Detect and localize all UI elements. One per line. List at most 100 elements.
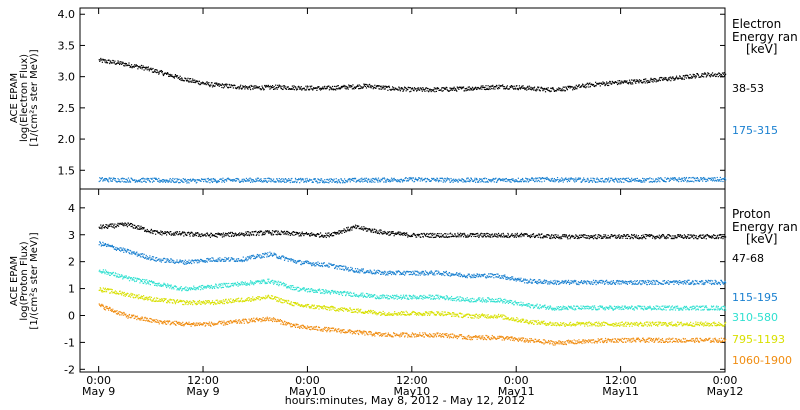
electron-point xyxy=(647,79,649,82)
proton-point xyxy=(209,260,211,262)
electron-point xyxy=(308,88,311,90)
proton-point xyxy=(295,233,297,235)
electron-point xyxy=(514,181,516,183)
proton-point xyxy=(400,232,402,234)
proton-point xyxy=(126,224,128,226)
proton-point xyxy=(421,233,423,235)
proton-point xyxy=(410,235,412,238)
electron-point xyxy=(108,181,110,183)
proton-point xyxy=(173,233,176,235)
electron-point xyxy=(136,65,138,67)
proton-point xyxy=(165,231,167,234)
proton-point xyxy=(377,269,379,271)
proton-point xyxy=(110,225,112,227)
electron-point xyxy=(710,73,713,75)
electron-point xyxy=(472,88,475,91)
electron-point xyxy=(260,88,263,90)
proton-point xyxy=(512,278,514,280)
electron-point xyxy=(615,178,617,180)
proton-point xyxy=(174,262,177,264)
electron-point xyxy=(442,181,444,183)
proton-point xyxy=(688,279,690,281)
proton-point xyxy=(376,230,378,232)
proton-point xyxy=(375,272,377,275)
proton-ytick-label: -2 xyxy=(64,363,75,376)
electron-point xyxy=(244,88,246,90)
electron-point xyxy=(269,180,271,182)
electron-point xyxy=(479,88,481,90)
proton-point xyxy=(542,237,544,239)
electron-point xyxy=(693,75,695,77)
electron-point xyxy=(392,180,394,182)
electron-point xyxy=(365,180,367,182)
proton-point xyxy=(172,261,174,263)
electron-point xyxy=(450,177,452,180)
electron-point xyxy=(262,87,264,89)
electron-point xyxy=(527,178,529,180)
proton-point xyxy=(224,234,226,236)
electron-point xyxy=(565,177,567,179)
electron-point xyxy=(240,84,242,86)
electron-point xyxy=(213,178,215,181)
proton-point xyxy=(409,273,411,276)
proton-point xyxy=(380,273,382,275)
electron-point xyxy=(471,88,473,90)
electron-point xyxy=(277,86,279,89)
proton-point xyxy=(242,234,244,236)
electron-point xyxy=(605,178,608,180)
electron-point xyxy=(385,179,387,182)
proton-point xyxy=(253,255,255,257)
proton-point xyxy=(231,231,233,234)
electron-point xyxy=(638,79,641,81)
proton-point xyxy=(237,233,239,236)
electron-point xyxy=(718,72,720,75)
electron-point xyxy=(287,86,289,88)
electron-point xyxy=(639,80,641,83)
proton-point xyxy=(150,257,152,259)
proton-point xyxy=(396,271,398,273)
electron-point xyxy=(616,181,619,183)
proton-point xyxy=(640,235,643,237)
electron-point xyxy=(468,86,470,88)
proton-point xyxy=(401,234,403,236)
electron-point xyxy=(317,178,319,180)
electron-point xyxy=(248,180,251,182)
proton-point xyxy=(383,232,385,234)
proton-point xyxy=(287,234,289,236)
electron-point xyxy=(716,176,718,179)
electron-point xyxy=(163,73,165,76)
electron-point xyxy=(421,177,423,179)
electron-point xyxy=(618,83,620,85)
electron-point xyxy=(525,177,527,179)
electron-point xyxy=(145,66,147,68)
electron-point xyxy=(567,179,570,181)
electron-point xyxy=(474,177,476,179)
proton-point xyxy=(144,257,146,259)
electron-point xyxy=(197,82,200,84)
electron-point xyxy=(678,177,680,179)
proton-point xyxy=(683,280,685,283)
electron-point xyxy=(417,87,419,89)
proton-point xyxy=(267,231,269,233)
electron-point xyxy=(300,180,302,182)
proton-point xyxy=(184,232,186,234)
electron-point xyxy=(624,80,626,82)
electron-point xyxy=(134,179,136,181)
proton-point xyxy=(139,279,142,281)
electron-point xyxy=(542,90,544,92)
proton-point xyxy=(277,232,279,234)
electron-point xyxy=(587,84,589,86)
proton-point xyxy=(459,272,461,274)
proton-point xyxy=(676,234,679,236)
proton-point xyxy=(512,276,514,278)
proton-point xyxy=(309,235,311,237)
electron-point xyxy=(494,88,496,90)
electron-point xyxy=(134,181,136,183)
proton-point xyxy=(682,283,684,285)
proton-point xyxy=(514,233,516,235)
proton-point xyxy=(715,280,717,282)
electron-point xyxy=(385,86,387,88)
electron-point xyxy=(323,86,325,88)
electron-point xyxy=(616,83,619,86)
